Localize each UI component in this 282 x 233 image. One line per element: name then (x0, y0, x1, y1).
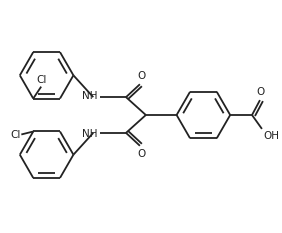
Text: NH: NH (82, 91, 97, 101)
Text: Cl: Cl (10, 130, 20, 140)
Text: NH: NH (82, 129, 97, 139)
Text: Cl: Cl (36, 75, 46, 85)
Text: OH: OH (263, 131, 279, 141)
Text: O: O (138, 71, 146, 81)
Text: O: O (257, 87, 265, 97)
Text: O: O (138, 149, 146, 159)
